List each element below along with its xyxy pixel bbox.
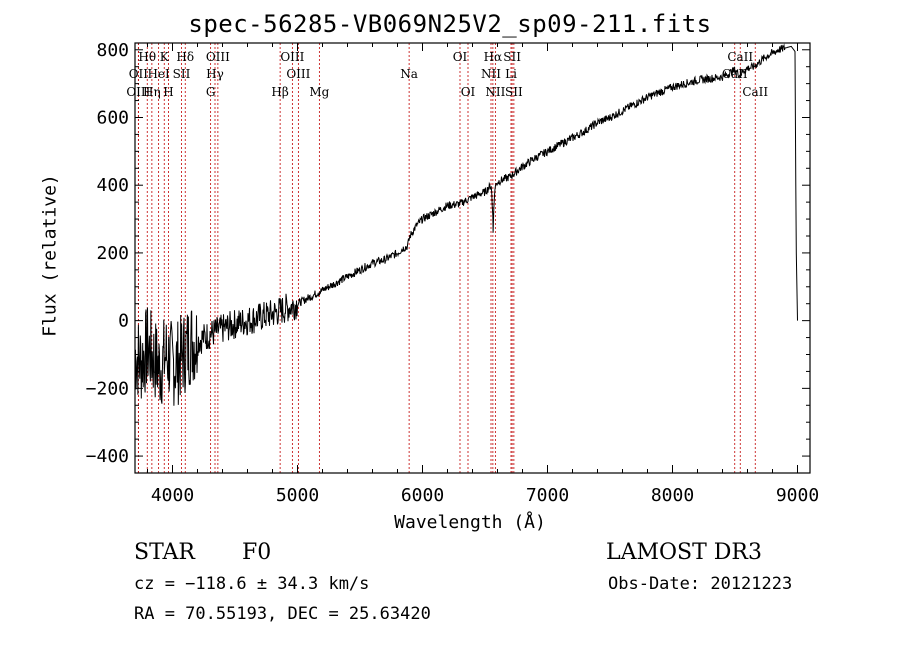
spectral-line-label: Hβ: [271, 85, 288, 99]
x-tick-label: 7000: [526, 485, 569, 506]
spectral-line-label: Hη: [143, 85, 161, 99]
flux-line: [134, 43, 798, 406]
y-tick-label: 600: [96, 107, 129, 128]
object-subclass: F0: [242, 540, 272, 565]
spectral-line-label: CaII: [722, 67, 748, 81]
spectral-line-label: OI: [453, 50, 468, 64]
spectral-line-label: Hγ: [206, 67, 224, 81]
x-tick-label: 4000: [151, 485, 194, 506]
spectral-line-label: SII: [505, 85, 523, 99]
spectral-line-label: OIII: [286, 67, 310, 81]
y-axis-label: Flux (relative): [39, 174, 61, 337]
spectral-line-markers: [137, 43, 756, 473]
y-tick-label: 200: [96, 243, 129, 264]
spectral-line-label: CaII: [742, 85, 768, 99]
spectral-line-label: Hδ: [176, 50, 194, 64]
chart-title: spec-56285-VB069N25V2_sp09-211.fits: [188, 10, 712, 38]
spectral-line-label: HeI: [147, 67, 170, 81]
spectral-line-label: OII: [129, 67, 149, 81]
axis-ticks: 4000 5000 6000 7000 8000 9000 −400 −200 0 200 400 6…: [86, 40, 820, 506]
x-tick-label: 9000: [776, 485, 819, 506]
spectral-line-label: Hθ: [138, 50, 156, 64]
spectral-line-label: G: [206, 85, 216, 99]
spectral-line-label: NII: [481, 67, 501, 81]
y-tick-label: 800: [96, 40, 129, 61]
spectral-line-label: Li: [505, 67, 517, 81]
y-tick-label: 400: [96, 175, 129, 196]
spectral-line-label: H: [163, 85, 173, 99]
spectral-line-label: NII: [485, 85, 505, 99]
y-tick-label: 0: [118, 311, 129, 332]
spectral-line-label: OI: [461, 85, 476, 99]
obs-date: Obs-Date: 20121223: [608, 574, 793, 594]
survey-label: LAMOST DR3: [606, 540, 762, 565]
spectral-line-label: SII: [503, 50, 521, 64]
spectral-line-label: OIII: [280, 50, 304, 64]
spectral-line-label: OIII: [126, 85, 150, 99]
spectral-line-label: CaII: [727, 50, 753, 64]
flux-series: [134, 43, 798, 406]
x-axis-label: Wavelength (Å): [394, 512, 546, 533]
spectral-line-label: OIII: [206, 50, 230, 64]
spectral-line-label: Hα: [484, 50, 503, 64]
x-tick-label: 6000: [401, 485, 444, 506]
spectral-line-label: K: [160, 50, 170, 64]
spectral-line-label: Mg: [309, 85, 329, 99]
spectral-line-label: SII: [173, 67, 191, 81]
y-tick-label: −400: [86, 446, 129, 467]
x-tick-label: 8000: [651, 485, 694, 506]
plot-frame: [134, 42, 811, 474]
coordinates: RA = 70.55193, DEC = 25.63420: [134, 604, 431, 624]
object-class: STAR: [134, 540, 195, 565]
redshift-text: cz = −118.6 ± 34.3 km/s: [134, 574, 370, 594]
x-tick-label: 5000: [276, 485, 319, 506]
y-tick-label: −200: [86, 378, 129, 399]
spectral-line-label: Na: [400, 67, 418, 81]
